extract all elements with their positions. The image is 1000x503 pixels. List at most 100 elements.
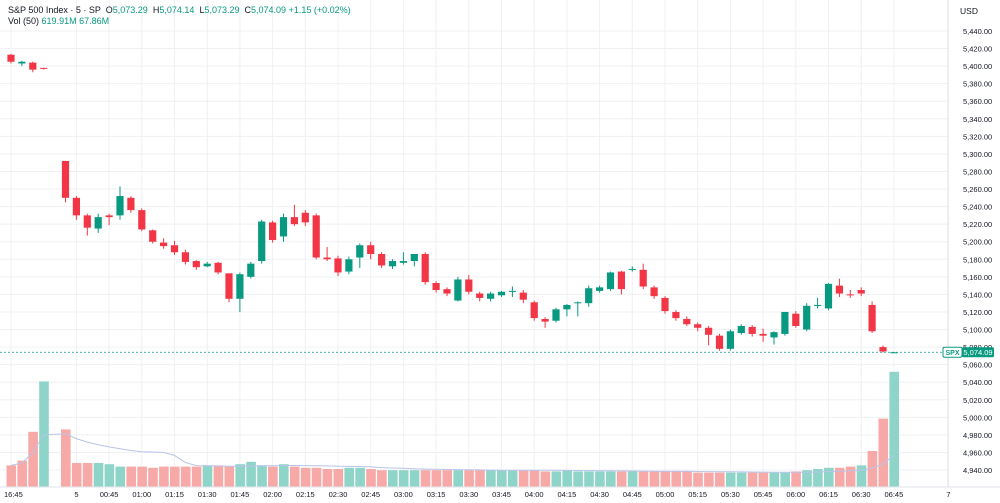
volume-bar [355, 467, 365, 487]
candle-body [94, 217, 102, 229]
candle-body [465, 279, 473, 292]
price-tick-label: 5,020.00 [963, 396, 992, 405]
volume-bar [649, 471, 660, 487]
candle-body [694, 324, 702, 328]
time-tick-label: 7 [946, 490, 950, 499]
candle-body [530, 302, 538, 319]
volume-bar [82, 463, 93, 487]
volume-bar [6, 465, 17, 487]
volume-bar [867, 451, 878, 487]
candle-body [258, 221, 266, 262]
candle-body [334, 258, 342, 273]
volume-bar [28, 431, 38, 487]
price-axis[interactable]: 5,440.00 5,420.00 5,400.00 5,380.00 5,360.00… [963, 27, 992, 475]
price-tick-label: 5,320.00 [963, 132, 992, 141]
volume-bar [616, 471, 627, 487]
ohlc-low: L5,073.29 [199, 5, 240, 15]
candle-body [792, 313, 800, 327]
volume-bar [224, 466, 235, 487]
time-tick-label: 05:45 [754, 490, 773, 499]
candle-body [160, 242, 168, 247]
price-tick-label: 5,000.00 [963, 413, 992, 422]
price-tick-label: 5,200.00 [963, 238, 992, 247]
volume-bar [409, 470, 420, 487]
candle-body [116, 196, 124, 216]
volume-bar [845, 466, 856, 487]
price-tick-label: 5,280.00 [963, 167, 992, 176]
candle-body [814, 304, 822, 306]
volume-bar [17, 460, 27, 487]
candle-body [835, 285, 843, 294]
volume-bar [442, 470, 453, 487]
candle-body [399, 261, 407, 263]
time-tick-label: 06:45 [885, 490, 904, 499]
candle-body [181, 252, 189, 262]
volume-bar [682, 471, 692, 487]
volume-bar [780, 472, 790, 487]
candle-body [803, 305, 811, 330]
candle-body [628, 268, 636, 270]
symbol-legend: S&P 500 Index · 5 · SP O5,073.29 H5,074.… [8, 5, 351, 15]
volume-bar [769, 472, 780, 487]
candle-body [454, 279, 462, 301]
candle-body [61, 160, 70, 198]
volume-bar [300, 467, 311, 487]
price-tick-label: 5,260.00 [963, 185, 992, 194]
volume-bar [388, 470, 398, 487]
price-tick-label: 5,240.00 [963, 203, 992, 212]
volume-bar [71, 463, 82, 487]
price-tick-label: 5,360.00 [963, 97, 992, 106]
volume-bar [159, 466, 169, 487]
volume-bar [366, 469, 376, 487]
candle-body [715, 335, 724, 349]
candle-body [290, 217, 298, 225]
candle-body [149, 230, 157, 242]
candle-body [432, 282, 440, 291]
candle-body [7, 54, 15, 62]
time-tick-label: 06:15 [819, 490, 838, 499]
candle-body [378, 254, 386, 266]
volume-bar [289, 466, 300, 487]
candle-body [236, 274, 244, 299]
volume-bar [551, 471, 562, 487]
volume-bar [606, 471, 616, 487]
candle-body [824, 283, 833, 309]
candle-body [443, 289, 451, 294]
time-tick-label: 06:30 [852, 490, 871, 499]
candle-body [519, 292, 527, 300]
volume-bars [6, 371, 899, 487]
candle-body [617, 271, 625, 290]
volume-bar [213, 465, 224, 487]
time-tick-label: 04:15 [558, 490, 577, 499]
volume-bar [497, 470, 507, 487]
price-tick-label: 5,040.00 [963, 378, 992, 387]
volume-bar [377, 470, 387, 487]
volume-bar [802, 470, 812, 487]
time-tick-label: 01:15 [165, 490, 184, 499]
volume-bar [529, 470, 540, 487]
candle-body [487, 293, 495, 299]
volume-bar [115, 466, 126, 487]
volume-bar [475, 470, 485, 487]
symbol-name[interactable]: S&P 500 Index · 5 · SP [8, 5, 101, 15]
volume-bar [540, 471, 551, 487]
candle-body [29, 62, 37, 70]
time-axis[interactable]: 16:45 5 00:45 01:00 01:15 01:30 01:45 02:00 02:1… [4, 490, 950, 499]
price-tag-symbol: SPX [945, 350, 959, 357]
candle-body [705, 327, 713, 335]
volume-label[interactable]: Vol (50) [8, 16, 40, 26]
price-tick-label: 5,100.00 [963, 326, 992, 335]
candle-body [552, 309, 560, 321]
volume-value: 619.91M [41, 16, 77, 26]
time-tick-label: 16:45 [4, 490, 23, 499]
volume-bar [660, 471, 671, 487]
candle-body [890, 352, 898, 354]
candle-body [225, 273, 233, 299]
price-tick-label: 5,120.00 [963, 308, 992, 317]
price-tick-label: 4,980.00 [963, 431, 992, 440]
candle-body [410, 254, 418, 262]
price-tick-label: 5,060.00 [963, 361, 992, 370]
candle-body [585, 288, 593, 304]
volume-bar [725, 472, 736, 487]
